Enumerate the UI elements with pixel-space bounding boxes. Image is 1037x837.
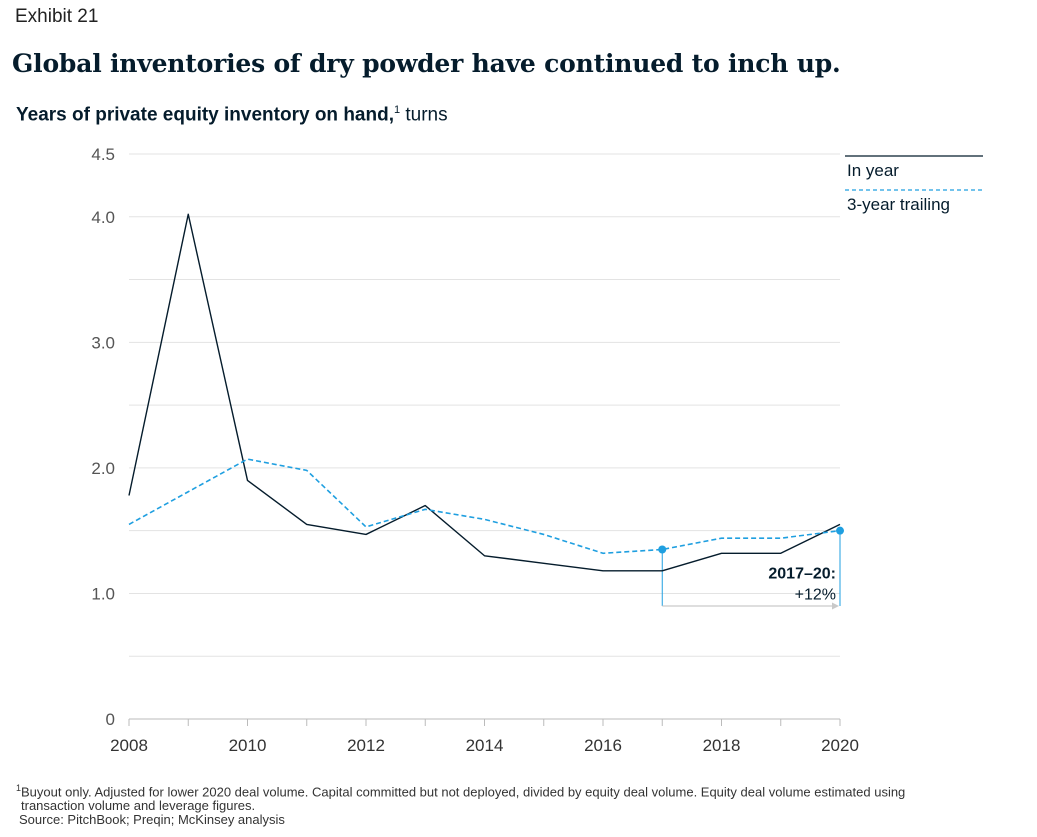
y-tick-label: 2.0 <box>91 459 115 478</box>
chart-title: Global inventories of dry powder have co… <box>12 49 841 78</box>
x-tick-label: 2020 <box>821 736 859 755</box>
footnote-marker: 1 <box>16 783 22 793</box>
annotation-point-start <box>658 545 667 554</box>
series-line-3-year-trailing <box>128 458 841 555</box>
subtitle-unit: turns <box>400 104 448 126</box>
exhibit-label: Exhibit 21 <box>15 6 99 27</box>
chart-subtitle: Years of private equity inventory on han… <box>16 104 448 126</box>
annotation-point-end <box>836 526 844 535</box>
legend-label: 3-year trailing <box>847 195 950 214</box>
x-tick-label: 2014 <box>466 736 504 755</box>
annotation-arrowhead <box>832 602 839 610</box>
annotation-value: +12% <box>795 587 836 604</box>
source-line: Source: PitchBook; Preqin; McKinsey anal… <box>19 812 285 828</box>
x-tick-label: 2012 <box>347 736 385 755</box>
y-tick-label: 1.0 <box>91 584 115 603</box>
y-tick-label: 4.0 <box>91 208 115 227</box>
y-tick-label: 0 <box>106 710 115 729</box>
subtitle-footnote-marker: 1 <box>393 104 401 116</box>
footnote-line-2: transaction volume and leverage figures. <box>21 798 256 814</box>
footnote: 1Buyout only. Adjusted for lower 2020 de… <box>16 781 1026 827</box>
line-chart: 0 1.0 2.0 3.0 4.0 4.5 2008 2010 2012 2014 2016 2018… <box>91 145 983 755</box>
x-tick-label: 2018 <box>703 736 741 755</box>
x-tick-label: 2008 <box>110 736 148 755</box>
footnote-line-1: 1Buyout only. Adjusted for lower 2020 de… <box>16 781 1026 799</box>
legend-label: In year <box>847 161 899 180</box>
subtitle-bold: Years of private equity inventory on han… <box>16 104 394 126</box>
series-line-in-year <box>128 213 841 572</box>
footnote-text-1: Buyout only. Adjusted for lower 2020 dea… <box>21 784 906 800</box>
y-tick-label: 3.0 <box>91 333 115 352</box>
x-tick-label: 2016 <box>584 736 622 755</box>
annotation-label: 2017–20: <box>768 565 836 582</box>
x-tick-label: 2010 <box>229 736 267 755</box>
y-tick-label: 4.5 <box>91 145 115 164</box>
